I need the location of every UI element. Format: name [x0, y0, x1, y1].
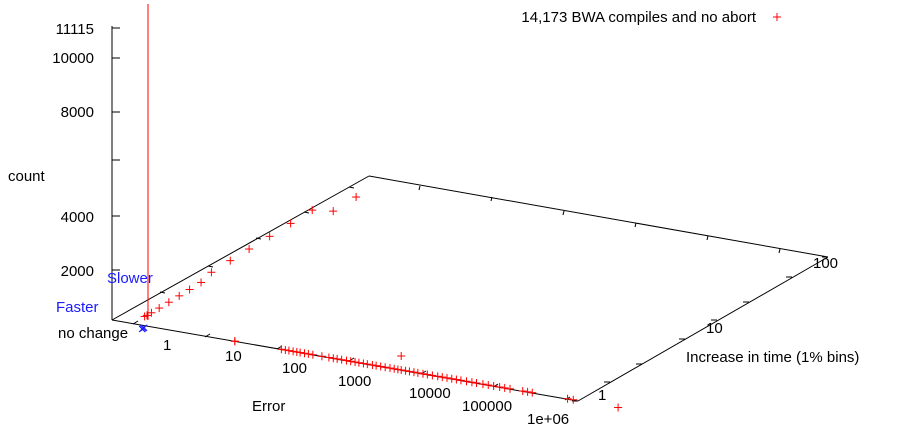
x-axis-label: Error	[252, 398, 285, 415]
back-tick	[706, 235, 709, 241]
z-tick-label: 8000	[61, 104, 94, 121]
x-tick	[132, 320, 139, 325]
z-tick-label: 2000	[61, 263, 94, 280]
back-tick	[418, 185, 421, 191]
y-tick-label: 10	[706, 320, 723, 337]
x-tick-label: 1	[163, 337, 171, 354]
data-marks	[138, 4, 781, 412]
back-tick	[348, 186, 355, 189]
back-left-edge	[111, 175, 370, 321]
x-tick-label: 100000	[462, 398, 512, 415]
z-tick-label: 4000	[61, 209, 94, 226]
annotation-faster: Faster	[56, 299, 99, 316]
x-tick-label: 10	[225, 348, 242, 365]
y-axis-label: Increase in time (1% bins)	[686, 349, 859, 366]
back-tick	[303, 211, 310, 214]
x-tick-label: 1e+06	[527, 411, 569, 426]
y-tick-label: 1	[598, 387, 606, 404]
y-tick-label: 100	[813, 255, 838, 272]
back-tick	[634, 222, 637, 228]
z-tick-label: 10000	[52, 50, 94, 67]
annotation-slower: Slower	[107, 270, 153, 287]
back-tick	[562, 210, 565, 216]
tick-marks	[112, 27, 828, 402]
annotation-no-change: no change	[58, 325, 128, 342]
z-tick-label: 11115	[56, 21, 94, 38]
data-point-faster	[140, 324, 148, 332]
back-tick	[255, 237, 262, 240]
x-tick-label: 10000	[409, 385, 451, 402]
y-axis-line	[577, 256, 829, 402]
x-tick-label: 100	[282, 360, 307, 377]
legend-label: 14,173 BWA compiles and no abort	[521, 9, 756, 26]
x-tick-label: 1000	[338, 373, 371, 390]
tick-labels: 1 10 100 1000 10000 100000 1e+06 1 10 10…	[8, 9, 859, 426]
back-tick	[207, 265, 214, 268]
x-tick	[204, 333, 211, 338]
back-tick	[778, 248, 781, 254]
back-tick	[490, 196, 493, 202]
z-axis-label: count	[8, 168, 46, 185]
axes	[111, 26, 829, 402]
back-edge	[368, 175, 829, 258]
back-tick	[159, 291, 166, 294]
